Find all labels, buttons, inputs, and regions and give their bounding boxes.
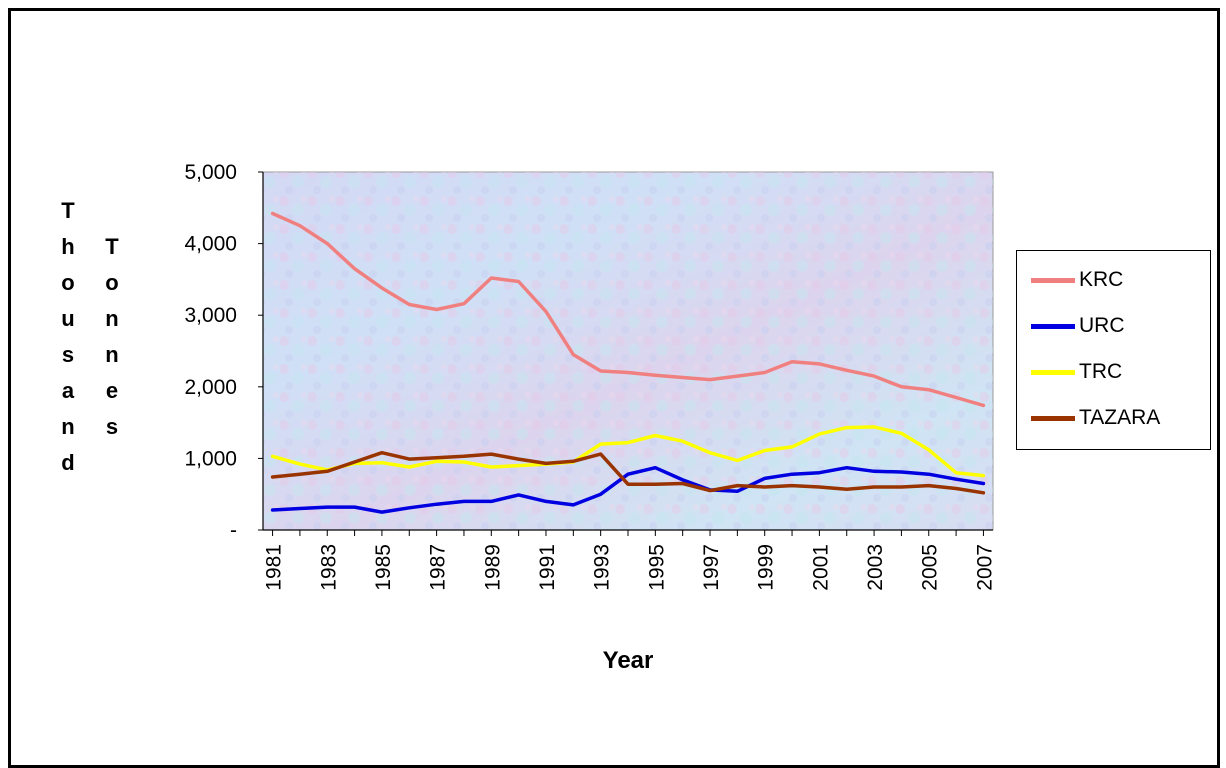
y-axis-title-letter: n (105, 306, 118, 331)
legend-swatch (1031, 323, 1075, 329)
x-tick-label: 1981 (263, 544, 286, 591)
y-axis-title-letter: u (61, 306, 74, 331)
legend-label: URC (1079, 314, 1125, 337)
y-axis-title-letter: s (106, 414, 118, 439)
y-axis-title-letter: o (61, 270, 74, 295)
y-axis-title-letter: d (61, 450, 74, 475)
x-tick-label: 1991 (536, 544, 559, 591)
y-axis-title-letter: h (61, 234, 74, 259)
x-tick-label: 1999 (755, 544, 778, 591)
legend-label: TRC (1079, 360, 1123, 383)
y-axis-title-letter: n (105, 342, 118, 367)
y-tick-label: 5,000 (184, 161, 237, 184)
legend-item-krc: KRC (1031, 265, 1123, 295)
x-tick-label: 1985 (372, 544, 395, 591)
legend-label: KRC (1079, 268, 1124, 291)
x-axis: 1981 1983 1985 1987 1989 1991 1993 1995 1997 1999… (263, 529, 996, 591)
y-axis-title-letter: o (105, 270, 118, 295)
x-tick-label: 2003 (864, 544, 887, 591)
legend: KRC URC TRC TAZARA (1016, 250, 1211, 450)
legend-swatch (1031, 277, 1075, 283)
series-line-trc (270, 425, 986, 478)
x-tick-label: 2001 (809, 544, 832, 591)
x-tick-label: 1989 (481, 544, 504, 591)
y-tick-label: 2,000 (184, 376, 237, 399)
legend-item-trc: TRC (1031, 357, 1122, 387)
legend-label: TAZARA (1079, 406, 1161, 429)
series-line-urc (270, 465, 986, 514)
y-axis-title-letter: T (105, 234, 119, 259)
x-axis-title: Year (603, 647, 654, 674)
y-tick-label: 1,000 (184, 447, 237, 470)
y-axis-title-letter: n (61, 414, 74, 439)
x-tick-label: 2007 (973, 544, 996, 591)
legend-item-urc: URC (1031, 311, 1125, 341)
y-axis-title-letter: s (62, 342, 74, 367)
x-tick-label: 1997 (700, 544, 723, 591)
legend-swatch (1031, 369, 1075, 375)
y-axis: - 1,000 2,000 3,000 4,000 5,000 (184, 161, 264, 542)
x-tick-label: 1983 (317, 544, 340, 591)
y-tick-label: 4,000 (184, 233, 237, 256)
x-tick-label: 2005 (919, 544, 942, 591)
y-tick-label: - (230, 519, 237, 542)
y-axis-title-letter: a (62, 378, 75, 403)
legend-swatch (1031, 415, 1075, 421)
series-lines (270, 211, 986, 514)
y-axis-title-letter: e (106, 378, 118, 403)
x-tick-label: 1987 (427, 544, 450, 591)
y-tick-label: 3,000 (184, 304, 237, 327)
x-tick-label: 1995 (645, 544, 668, 591)
series-line-tazara (270, 450, 986, 495)
x-tick-label: 1993 (591, 544, 614, 591)
legend-item-tazara: TAZARA (1031, 403, 1160, 433)
series-line-krc (270, 211, 986, 408)
y-axis-title-letter: T (61, 198, 75, 223)
